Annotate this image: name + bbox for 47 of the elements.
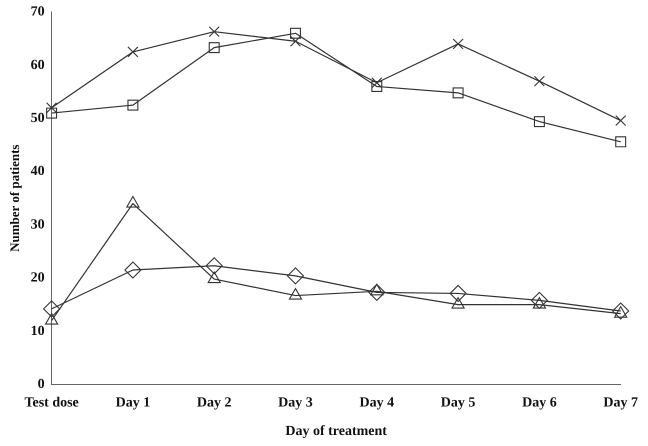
point [530,292,548,309]
y-tick-label: 20 [30,270,45,286]
point [368,284,386,301]
point [127,100,138,111]
point [208,26,220,38]
point [126,196,140,208]
point [534,116,545,128]
point [615,136,626,148]
point [451,297,465,309]
point [208,42,220,54]
point [452,38,464,50]
x-tick-label: Day 5 [440,395,476,410]
y-axis-title: Number of patients [7,144,22,252]
x-tick-label: Day 2 [196,395,232,410]
point [127,46,138,58]
point [46,108,58,119]
point [615,115,626,126]
point [46,102,58,114]
x-tick-label: Day 6 [522,395,557,410]
y-tick-label: 30 [30,217,45,232]
point [288,288,302,300]
point [371,80,382,92]
x-tick-label: Day 1 [116,395,150,410]
point [206,257,223,274]
x-tick-label: Day 4 [359,395,394,410]
point [286,267,304,284]
point [612,302,630,320]
point [124,261,142,279]
point [44,313,58,325]
point [290,28,301,39]
y-tick-label: 40 [30,164,45,180]
x-tick-label: Day 7 [603,395,638,410]
point [452,87,464,98]
x-tick-label: Test dose [24,395,79,410]
point [534,76,545,87]
x-tick-label: Day 3 [278,395,313,410]
point [43,300,60,318]
y-tick-label: 0 [38,377,45,392]
y-tick-label: 60 [30,58,45,73]
point [290,36,301,47]
point [208,272,221,284]
point [450,284,467,302]
y-tick-label: 50 [30,111,45,126]
y-tick-label: 10 [30,324,45,339]
y-tick-label: 70 [30,4,45,20]
point [371,77,382,88]
x-axis-title: Day of treatment [285,424,388,440]
